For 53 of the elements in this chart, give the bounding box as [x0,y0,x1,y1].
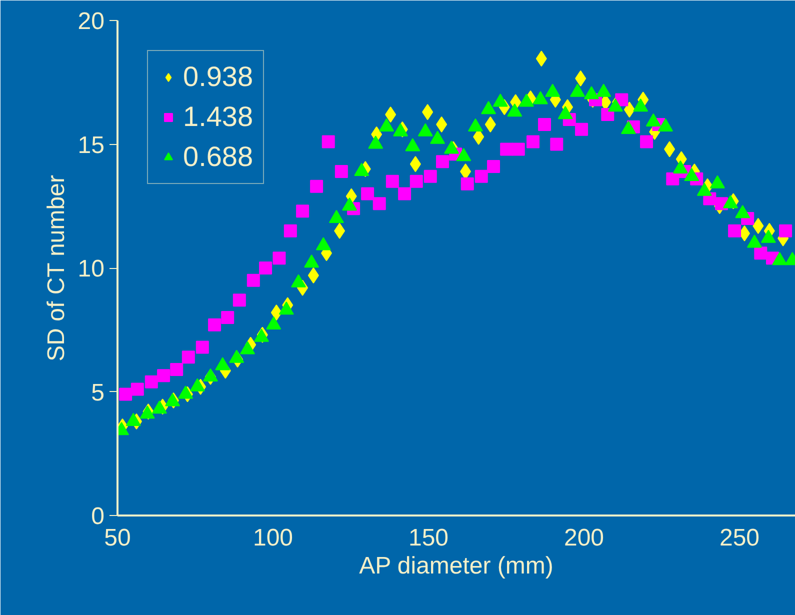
point [436,155,450,168]
point [232,294,246,307]
point [728,224,742,238]
y-tick-label: 0 [91,503,105,530]
point [550,138,564,151]
point [526,135,540,148]
legend-label: 0.688 [183,141,254,173]
point [157,369,170,382]
point [144,375,158,388]
point [284,224,297,238]
point [221,311,234,324]
point [372,197,386,210]
point [361,187,374,200]
point [474,170,488,183]
point [398,187,412,200]
point [512,142,525,156]
point [182,350,195,364]
point [386,174,399,188]
point [322,135,335,148]
point [500,142,514,156]
point [208,318,222,332]
point [410,174,423,188]
x-tick-label: 200 [564,524,604,552]
point [334,164,348,178]
point [538,118,552,131]
x-tick-label: 100 [252,524,294,552]
legend-label: 1.438 [183,101,254,133]
point [119,388,132,401]
point [779,224,792,238]
point [246,274,260,287]
point [424,170,437,183]
point [272,252,286,265]
x-tick-label: 150 [408,524,449,552]
point [196,340,209,354]
point [130,382,144,396]
y-tick-label: 5 [91,379,105,406]
y-tick-label: 10 [78,256,105,282]
x-tick-label: 250 [719,524,760,552]
y-tick-label: 15 [78,132,105,159]
point [487,160,500,174]
point [296,204,310,218]
point [460,177,474,190]
legend-label: 0.938 [183,61,254,93]
point [575,122,588,136]
point [259,262,272,274]
point [310,180,324,193]
point [666,172,680,186]
x-tick-label: 50 [104,524,131,552]
y-axis-title: SD of CT number [42,175,70,362]
x-axis-title: AP diameter (mm) [359,552,554,580]
point [640,135,654,148]
point [170,362,184,376]
y-tick-label: 20 [78,8,105,35]
